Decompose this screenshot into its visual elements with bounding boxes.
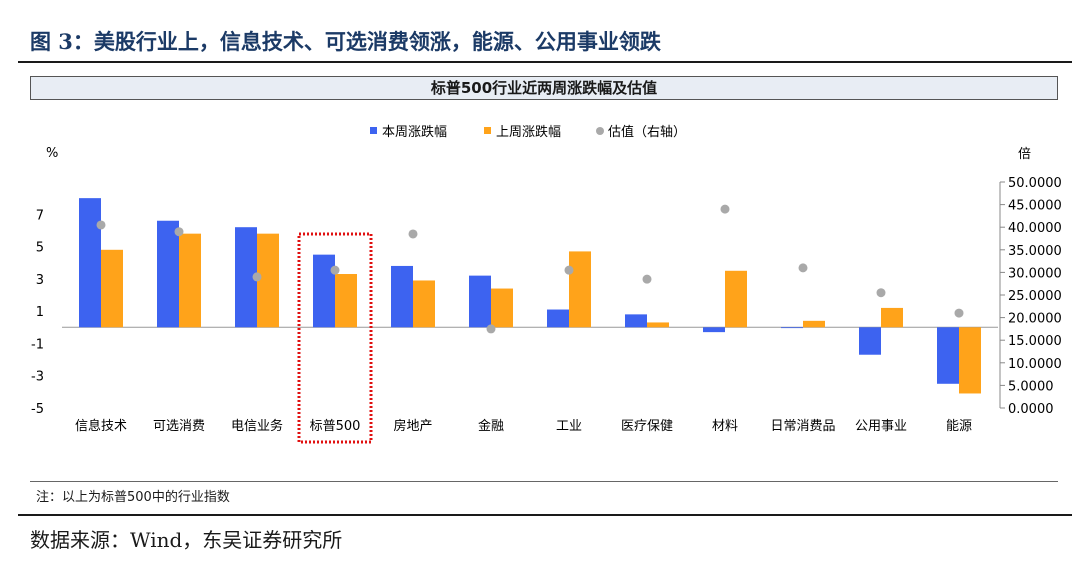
category-label: 日常消费品	[770, 419, 835, 434]
category-label: 信息技术	[75, 418, 127, 434]
bar-this-week	[703, 327, 725, 333]
bar-last-week	[803, 320, 825, 328]
category-label: 电信业务	[231, 418, 283, 434]
legend-label-3: 估值（右轴）	[608, 124, 686, 140]
valuation-point	[642, 274, 652, 284]
valuation-point	[174, 227, 184, 237]
bar-this-week	[937, 327, 959, 384]
chart-note: 注：以上为标普500中的行业指数	[36, 490, 230, 505]
valuation-point	[330, 265, 340, 275]
legend-swatch-3	[596, 127, 604, 135]
y2-tick-label: 25.0000	[1008, 289, 1062, 304]
bar-last-week	[413, 280, 435, 328]
bar-this-week	[859, 327, 881, 355]
valuation-point	[408, 229, 418, 239]
bar-this-week	[469, 275, 491, 328]
bar-this-week	[157, 220, 179, 328]
category-label: 标普500	[310, 419, 361, 434]
bar-this-week	[313, 254, 335, 328]
legend-swatch-1	[370, 127, 377, 134]
y-tick-label: -1	[31, 337, 44, 352]
y2-tick-label: 20.0000	[1008, 312, 1062, 327]
legend-swatch-2	[484, 127, 491, 134]
legend-label-2: 上周涨跌幅	[496, 124, 561, 140]
legend-label-1: 本周涨跌幅	[382, 124, 447, 140]
y-tick-label: -5	[31, 402, 44, 417]
bar-last-week	[881, 307, 903, 328]
bar-this-week	[547, 309, 569, 328]
bar-last-week	[257, 233, 279, 328]
y-tick-label: 1	[36, 305, 44, 320]
y2-tick-label: 45.0000	[1008, 199, 1062, 214]
valuation-point	[876, 288, 886, 298]
category-label: 材料	[712, 419, 738, 434]
bar-last-week	[101, 249, 123, 328]
category-label: 公用事业	[855, 419, 907, 434]
bar-last-week	[491, 288, 513, 328]
chart-marks: 信息技术 可选消费 电信业务 标普500 房地产 金融 工业 医疗保健 材料 日常消费品 公用事业 能…	[75, 198, 981, 444]
legend: 本周涨跌幅 上周涨跌幅 估值（右轴）	[370, 124, 686, 140]
highlight-box	[297, 232, 373, 444]
bar-last-week	[647, 322, 669, 328]
y2-tick-label: 0.0000	[1008, 402, 1054, 417]
y-axis-unit: %	[46, 146, 58, 161]
bar-this-week	[781, 327, 803, 329]
category-label: 可选消费	[153, 419, 205, 434]
bar-this-week	[79, 198, 101, 328]
bar-last-week	[725, 270, 747, 328]
y2-tick-label: 50.0000	[1008, 176, 1062, 191]
valuation-point	[96, 220, 106, 230]
y2-tick-label: 30.0000	[1008, 266, 1062, 281]
valuation-point	[798, 263, 808, 273]
bar-this-week	[235, 227, 257, 328]
top-rule	[18, 61, 1072, 63]
category-label: 房地产	[393, 418, 432, 434]
bar-chart: 本周涨跌幅 上周涨跌幅 估值（右轴） 7 5 3 1 -1 -3 -5% 50.0000 45.00…	[31, 124, 1062, 444]
category-label: 能源	[946, 419, 972, 434]
valuation-point	[720, 204, 730, 214]
category-label: 工业	[556, 419, 582, 434]
y2-tick-label: 40.0000	[1008, 221, 1062, 236]
y-tick-label: 7	[36, 208, 44, 223]
y-tick-label: 3	[36, 273, 44, 288]
y2-tick-label: 10.0000	[1008, 357, 1062, 372]
category-label: 医疗保健	[621, 419, 673, 434]
bar-last-week	[959, 327, 981, 394]
valuation-point	[252, 272, 262, 282]
data-source: 数据来源：Wind，东吴证券研究所	[30, 528, 343, 552]
y-tick-label: -3	[31, 370, 44, 385]
bar-last-week	[179, 233, 201, 328]
bottom-rule	[18, 514, 1072, 516]
bar-last-week	[569, 251, 591, 328]
valuation-point	[564, 265, 574, 275]
note-rule	[30, 481, 1058, 482]
bar-this-week	[391, 265, 413, 328]
y2-tick-label: 15.0000	[1008, 334, 1062, 349]
chart-title: 标普500行业近两周涨跌幅及估值	[30, 76, 1058, 100]
y2-axis-unit: 倍	[1018, 147, 1031, 162]
y-tick-label: 5	[36, 241, 44, 256]
category-label: 金融	[478, 418, 504, 434]
axes: 7 5 3 1 -1 -3 -5% 50.0000 45.0000 40.0000 35.0000 3…	[31, 146, 1062, 417]
bar-this-week	[625, 314, 647, 328]
valuation-point	[954, 308, 964, 318]
figure-title: 图 3：美股行业上，信息技术、可选消费领涨，能源、公用事业领跌	[30, 29, 661, 54]
bar-last-week	[335, 274, 357, 328]
y2-tick-label: 35.0000	[1008, 244, 1062, 259]
y2-tick-label: 5.0000	[1008, 379, 1054, 394]
valuation-point	[486, 324, 496, 334]
